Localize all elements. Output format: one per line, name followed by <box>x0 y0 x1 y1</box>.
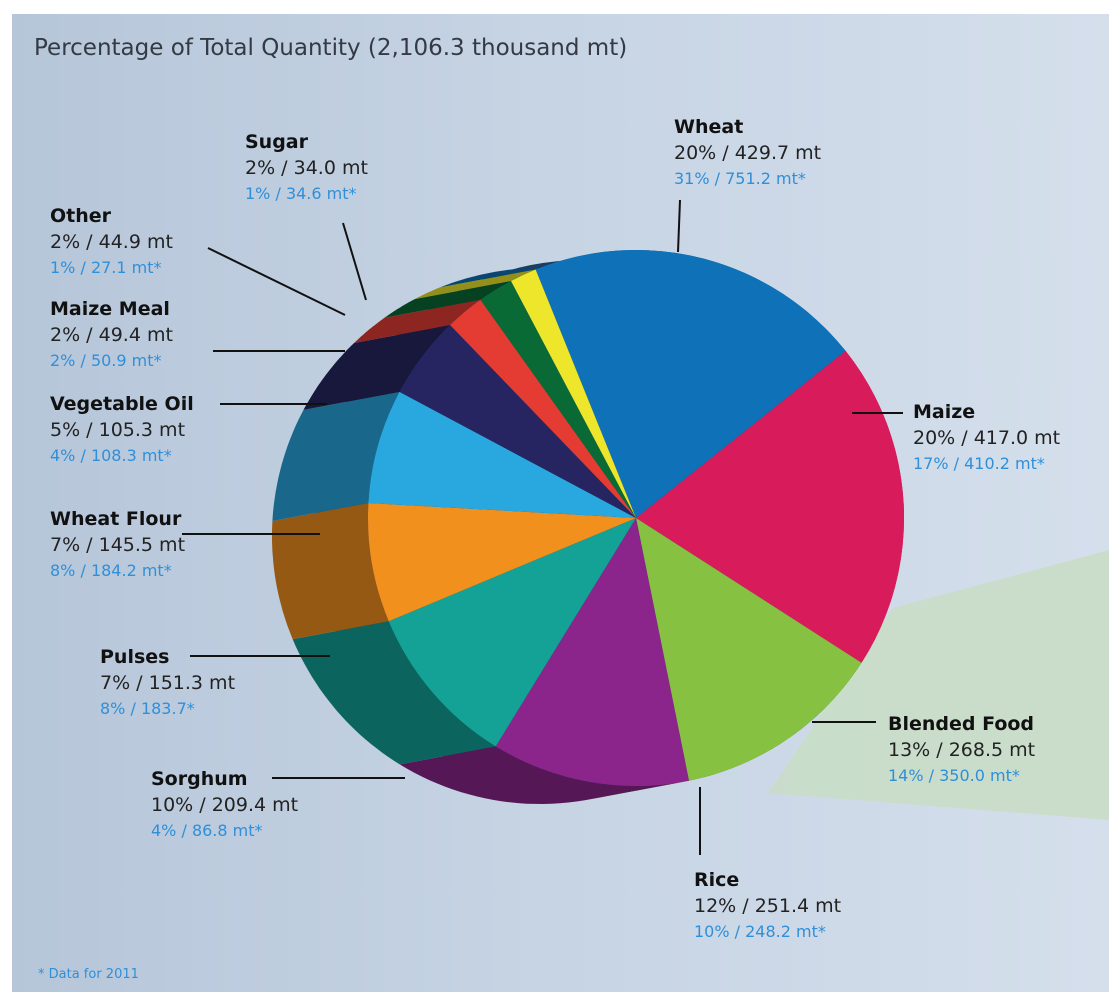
label-pulses: Pulses 7% / 151.3 mt 8% / 183.7* <box>100 646 330 718</box>
blended-food-callout-band <box>768 550 1109 820</box>
label-wheat-flour: Wheat Flour 7% / 145.5 mt 8% / 184.2 mt* <box>50 508 320 580</box>
slice-maize-meal <box>450 299 636 518</box>
label-name: Sorghum <box>151 768 248 790</box>
label-previous: 31% / 751.2 mt* <box>674 169 806 188</box>
label-name: Pulses <box>100 646 169 668</box>
slice-sugar <box>511 269 636 518</box>
label-previous: 4% / 108.3 mt* <box>50 446 172 465</box>
label-name: Maize <box>913 401 975 423</box>
label-name: Rice <box>694 869 739 891</box>
label-name: Wheat <box>674 116 743 138</box>
label-maize: Maize 20% / 417.0 mt 17% / 410.2 mt* <box>852 401 1060 473</box>
label-layer: Wheat 20% / 429.7 mt 31% / 751.2 mt* Maize 2… <box>50 116 1060 941</box>
slice-side-maize-meal <box>354 299 481 343</box>
label-previous: 4% / 86.8 mt* <box>151 821 263 840</box>
slice-blended-food <box>636 518 862 781</box>
slice-side-wheat-flour <box>272 391 400 521</box>
label-previous: 10% / 248.2 mt* <box>694 922 826 941</box>
label-previous: 14% / 350.0 mt* <box>888 766 1020 785</box>
label-previous: 1% / 27.1 mt* <box>50 258 162 277</box>
label-sorghum: Sorghum 10% / 209.4 mt 4% / 86.8 mt* <box>151 768 405 840</box>
slice-rice <box>495 518 689 787</box>
label-previous: 17% / 410.2 mt* <box>913 454 1045 473</box>
label-current: 10% / 209.4 mt <box>151 794 298 816</box>
leader-line <box>207 247 346 316</box>
label-sugar: Sugar 2% / 34.0 mt 1% / 34.6 mt* <box>245 131 368 301</box>
label-other: Other 2% / 44.9 mt 1% / 27.1 mt* <box>50 205 346 316</box>
slice-wheat-flour <box>368 391 636 518</box>
label-name: Blended Food <box>888 713 1034 735</box>
slice-side-vegetable-oil <box>303 325 451 410</box>
label-name: Vegetable Oil <box>50 393 194 415</box>
leader-line <box>677 199 681 253</box>
label-previous: 1% / 34.6 mt* <box>245 184 357 203</box>
label-previous: 8% / 184.2 mt* <box>50 561 172 580</box>
slice-side-sugar <box>415 269 536 299</box>
label-previous: 2% / 50.9 mt* <box>50 351 162 370</box>
chart-title: Percentage of Total Quantity (2,106.3 th… <box>34 35 627 61</box>
slice-wheat <box>535 249 846 519</box>
slice-side-other <box>384 281 511 318</box>
label-current: 13% / 268.5 mt <box>888 739 1035 761</box>
label-name: Sugar <box>245 131 309 153</box>
label-rice: Rice 12% / 251.4 mt 10% / 248.2 mt* <box>694 787 841 941</box>
label-vegetable-oil: Vegetable Oil 5% / 105.3 mt 4% / 108.3 mt* <box>50 393 327 465</box>
label-current: 7% / 151.3 mt <box>100 672 235 694</box>
slice-sorghum <box>388 518 636 747</box>
label-name: Other <box>50 205 112 227</box>
slice-side-rice <box>399 746 689 804</box>
label-maize-meal: Maize Meal 2% / 49.4 mt 2% / 50.9 mt* <box>50 298 345 370</box>
label-current: 20% / 429.7 mt <box>674 142 821 164</box>
slice-other <box>480 281 636 518</box>
leader-line <box>342 222 367 301</box>
pie-layer <box>272 249 905 804</box>
label-current: 2% / 44.9 mt <box>50 231 173 253</box>
label-name: Maize Meal <box>50 298 170 320</box>
label-previous: 8% / 183.7* <box>100 699 195 718</box>
label-current: 5% / 105.3 mt <box>50 419 185 441</box>
label-wheat: Wheat 20% / 429.7 mt 31% / 751.2 mt* <box>674 116 821 253</box>
slice-pulses <box>367 503 636 622</box>
slice-vegetable-oil <box>399 325 636 518</box>
slice-side-sorghum <box>292 621 496 765</box>
label-current: 20% / 417.0 mt <box>913 427 1060 449</box>
label-current: 2% / 49.4 mt <box>50 324 173 346</box>
label-current: 12% / 251.4 mt <box>694 895 841 917</box>
slice-maize <box>636 350 905 663</box>
label-current: 2% / 34.0 mt <box>245 157 368 179</box>
footnote: * Data for 2011 <box>38 967 139 982</box>
slice-side-pulses <box>272 503 389 640</box>
label-current: 7% / 145.5 mt <box>50 534 185 556</box>
label-blended-food: Blended Food 13% / 268.5 mt 14% / 350.0 mt… <box>812 713 1035 785</box>
label-name: Wheat Flour <box>50 508 182 530</box>
